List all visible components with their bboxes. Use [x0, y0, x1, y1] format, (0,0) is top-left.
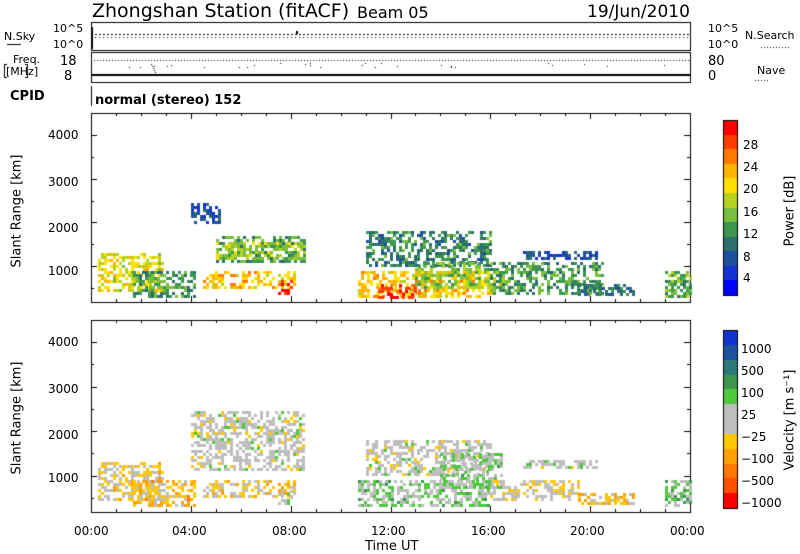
cpid-label: CPID	[10, 89, 45, 104]
velocity-ytick-3000: 3000	[48, 382, 79, 396]
velocity-cb-tick-500: 500	[741, 364, 764, 378]
power-cb-tick-12: 12	[743, 227, 759, 241]
nsearch-label: N.Search	[745, 29, 795, 42]
velocity-cb-tick-m25: −25	[741, 430, 767, 444]
power-ylabel: Slant Range [km]	[9, 154, 25, 268]
xtick-1200: 12:00	[371, 524, 406, 538]
freq-tick-bottom: 8	[64, 69, 73, 84]
power-ytick-2000: 2000	[48, 221, 79, 235]
velocity-cb-tick-m100: −100	[741, 452, 774, 466]
date-label: 19/Jun/2010	[587, 2, 690, 22]
freq-tick-top: 18	[60, 54, 77, 69]
station-title: Zhongshan Station (fitACF)	[92, 0, 350, 22]
power-ytick-4000: 4000	[48, 128, 79, 142]
velocity-cb-tick-100: 100	[741, 386, 764, 400]
nsky-tick-top: 10^5	[53, 22, 84, 35]
nsky-tick-bottom: 10^0	[53, 38, 84, 51]
nave-label: Nave	[757, 64, 786, 77]
nave-tick-top: 80	[708, 54, 725, 69]
cpid-value: normal (stereo) 152	[95, 93, 242, 108]
xtick-0400: 04:00	[172, 524, 207, 538]
freq-unit: [MHz]	[6, 65, 39, 78]
velocity-cb-label: Velocity [m s⁻¹]	[782, 369, 798, 471]
power-ytick-1000: 1000	[48, 264, 79, 278]
velocity-ytick-2000: 2000	[48, 428, 79, 442]
power-cb-tick-8: 8	[743, 250, 751, 264]
xtick-0000: 00:00	[74, 524, 109, 538]
nave-tick-bottom: 0	[708, 69, 717, 84]
power-cb-tick-24: 24	[743, 160, 759, 174]
velocity-ylabel: Slant Range [km]	[9, 361, 25, 475]
nsearch-tick-top: 10^5	[708, 22, 739, 35]
velocity-ytick-1000: 1000	[48, 471, 79, 485]
power-cb-tick-20: 20	[743, 182, 759, 196]
velocity-cb-tick-m500: −500	[741, 474, 774, 488]
velocity-cb-tick-1000: 1000	[741, 342, 772, 356]
xtick-2400: 00:00	[670, 524, 705, 538]
freq-label: Freq.	[13, 53, 41, 66]
nsearch-tick-bottom: 10^0	[708, 38, 739, 51]
xlabel: Time UT	[365, 539, 419, 554]
power-cb-tick-16: 16	[743, 205, 759, 219]
xtick-0800: 08:00	[272, 524, 307, 538]
power-cb-label: Power [dB]	[782, 175, 798, 247]
velocity-cb-tick-m1000: −1000	[741, 496, 782, 510]
velocity-ytick-4000: 4000	[48, 335, 79, 349]
beam-label: Beam 05	[357, 3, 429, 22]
xtick-2000: 20:00	[570, 524, 605, 538]
power-cb-tick-4: 4	[743, 271, 751, 285]
velocity-cb-tick-25: 25	[741, 408, 757, 422]
power-cb-tick-28: 28	[743, 138, 759, 152]
nsky-label: N.Sky	[4, 30, 36, 43]
xtick-1600: 16:00	[471, 524, 506, 538]
power-ytick-3000: 3000	[48, 175, 79, 189]
